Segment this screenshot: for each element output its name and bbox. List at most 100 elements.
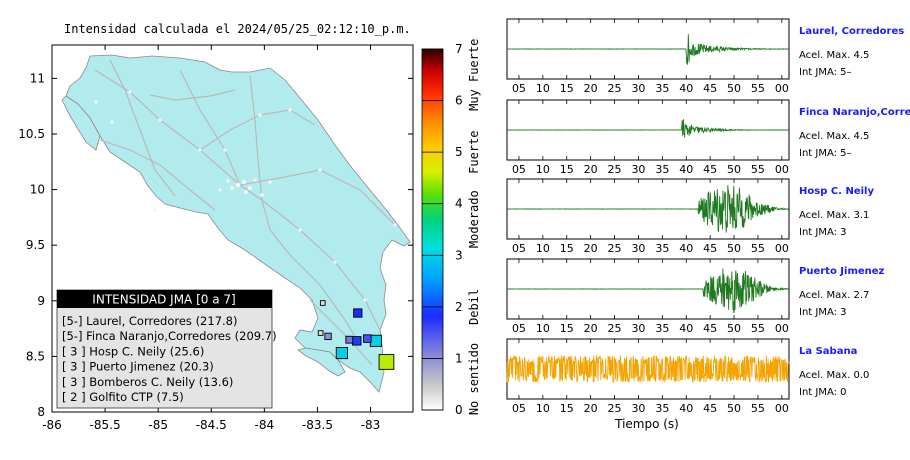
map-x-axis: -86 -85.5 -85 -84.5 -84 -83.5 -83 — [42, 45, 380, 432]
trace-x-tick-label: 10 — [536, 82, 550, 95]
trace-x-tick-label: 45 — [703, 82, 717, 95]
colorbar-tick-label: 0 — [455, 403, 463, 417]
trace-x-tick-label: 55 — [751, 322, 765, 335]
trace-x-tick-label: 45 — [703, 322, 717, 335]
legend-items: [5-] Laurel, Corredores (217.8)[5-] Finc… — [62, 314, 277, 404]
trace-x-tick-label: 05 — [512, 163, 526, 176]
station-marker — [317, 330, 324, 336]
waveform-line — [507, 185, 790, 233]
trace-x-tick-label: 25 — [608, 163, 622, 176]
trace-x-tick-label: 00 — [775, 402, 789, 415]
trace-x-tick-label: 10 — [536, 163, 550, 176]
station-marker — [324, 332, 332, 341]
trace-station-name: La Sabana — [799, 346, 857, 357]
costa-rica-land — [65, 54, 411, 393]
map-frame — [51, 44, 414, 413]
colorbar-category: Debil — [467, 289, 481, 325]
trace-x-tick-label: 20 — [584, 322, 598, 335]
station-marker — [363, 334, 372, 343]
legend-item: [ 3 ] Hosp C. Neily (25.6) — [62, 344, 204, 358]
trace-panel: 05 10 15 20 25 30 35 40 45 50 55 00 Laurel, Corredor… — [506, 18, 904, 95]
trace-x-tick-label: 30 — [631, 322, 645, 335]
city-dots — [94, 90, 397, 302]
trace-station-name: Hosp C. Neily — [799, 186, 874, 197]
map-y-tick-label: 10.5 — [18, 127, 45, 141]
trace-jma: Int JMA: 0 — [799, 387, 847, 398]
station-marker — [351, 336, 362, 346]
trace-x-tick-label: 25 — [608, 242, 622, 255]
map-x-tick-label: -86 — [42, 418, 62, 432]
trace-pga: Acel. Max. 0.0 — [799, 370, 869, 381]
trace-x-tick-label: 40 — [679, 82, 693, 95]
trace-x-tick-label: 10 — [536, 402, 550, 415]
trace-station-name: Finca Naranjo,Corredores — [799, 107, 910, 118]
station-marker — [378, 354, 395, 370]
trace-jma: Int JMA: 3 — [799, 307, 847, 318]
trace-x-tick-label: 20 — [584, 242, 598, 255]
trace-x-tick-label: 20 — [584, 163, 598, 176]
trace-x-tick-label: 35 — [655, 163, 669, 176]
colorbar-gradient — [421, 48, 444, 411]
trace-x-tick-label: 45 — [703, 242, 717, 255]
map-x-tick-label: -84 — [255, 418, 275, 432]
colorbar-category: No sentido — [467, 343, 481, 415]
trace-x-tick-label: 40 — [679, 402, 693, 415]
trace-x-tick-label: 30 — [631, 402, 645, 415]
trace-x-tick-label: 45 — [703, 402, 717, 415]
station-marker — [335, 347, 348, 360]
trace-jma: Int JMA: 3 — [799, 227, 847, 238]
waveform-line — [506, 355, 790, 384]
legend-item: [ 3 ] Puerto Jimenez (20.3) — [62, 360, 214, 374]
trace-x-tick-label: 35 — [655, 322, 669, 335]
trace-station-name: Puerto Jimenez — [799, 266, 885, 277]
trace-x-tick-label: 50 — [727, 242, 741, 255]
trace-x-tick-label: 05 — [512, 82, 526, 95]
map-x-tick-label: -85.5 — [90, 418, 121, 432]
map-y-tick-label: 9.5 — [26, 238, 45, 252]
trace-x-tick-label: 15 — [560, 402, 574, 415]
colorbar-ticks: 0 1 2 3 4 5 6 7 — [422, 42, 463, 417]
waveform-line — [506, 34, 790, 65]
trace-x-tick-label: 10 — [536, 322, 550, 335]
colorbar-category: Muy Fuerte — [467, 39, 481, 111]
map-x-tick-label: -84.5 — [196, 418, 227, 432]
colorbar-tick-label: 6 — [455, 94, 463, 108]
station-marker — [319, 300, 326, 306]
trace-station-name: Laurel, Corredores — [799, 26, 904, 37]
colorbar-categories: No sentido Debil Moderado Fuerte Muy Fuerte — [467, 39, 481, 416]
trace-x-tick-label: 00 — [775, 163, 789, 176]
trace-x-tick-label: 30 — [631, 163, 645, 176]
trace-pga: Acel. Max. 3.1 — [799, 210, 869, 221]
map-y-tick-label: 10 — [30, 183, 45, 197]
waveform-panels: 05 10 15 20 25 30 35 40 45 50 55 00 Laurel, Corredor… — [506, 18, 910, 415]
legend-title: INTENSIDAD JMA [0 a 7] — [92, 293, 235, 307]
waveform-line — [506, 119, 789, 138]
intensity-legend: INTENSIDAD JMA [0 a 7] [5-] Laurel, Corr… — [56, 289, 277, 409]
legend-item: [5-] Finca Naranjo,Corredores (209.7) — [62, 329, 277, 343]
trace-x-tick-label: 40 — [679, 322, 693, 335]
trace-panel: 05 10 15 20 25 30 35 40 45 50 55 00 La Sabana Acel. M… — [506, 338, 869, 415]
legend-header — [57, 290, 272, 308]
trace-x-tick-label: 50 — [727, 82, 741, 95]
trace-x-tick-label: 15 — [560, 163, 574, 176]
trace-jma: Int JMA: 5– — [799, 67, 852, 78]
trace-x-tick-label: 30 — [631, 82, 645, 95]
trace-x-tick-label: 30 — [631, 242, 645, 255]
trace-x-tick-label: 55 — [751, 163, 765, 176]
trace-x-tick-label: 35 — [655, 242, 669, 255]
trace-x-tick-label: 25 — [608, 402, 622, 415]
nicoya-peninsula — [61, 95, 101, 151]
colorbar-tick-label: 2 — [455, 300, 463, 314]
osa-peninsula — [297, 347, 346, 377]
trace-x-tick-label: 40 — [679, 163, 693, 176]
trace-panel: 05 10 15 20 25 30 35 40 45 50 55 00 Hosp C. Neily Ace… — [506, 178, 874, 255]
trace-x-tick-label: 10 — [536, 242, 550, 255]
traces-x-label: Tiempo (s) — [614, 417, 679, 431]
map-y-tick-label: 9 — [37, 294, 45, 308]
trace-pga: Acel. Max. 4.5 — [799, 131, 869, 142]
legend-item: [ 3 ] Bomberos C. Neily (13.6) — [62, 375, 233, 389]
map-y-axis: 11 10.5 10 9.5 9 8.5 8 — [18, 71, 413, 419]
map-y-tick-label: 8 — [37, 405, 45, 419]
map-x-tick-label: -85 — [148, 418, 168, 432]
trace-x-tick-label: 00 — [775, 82, 789, 95]
